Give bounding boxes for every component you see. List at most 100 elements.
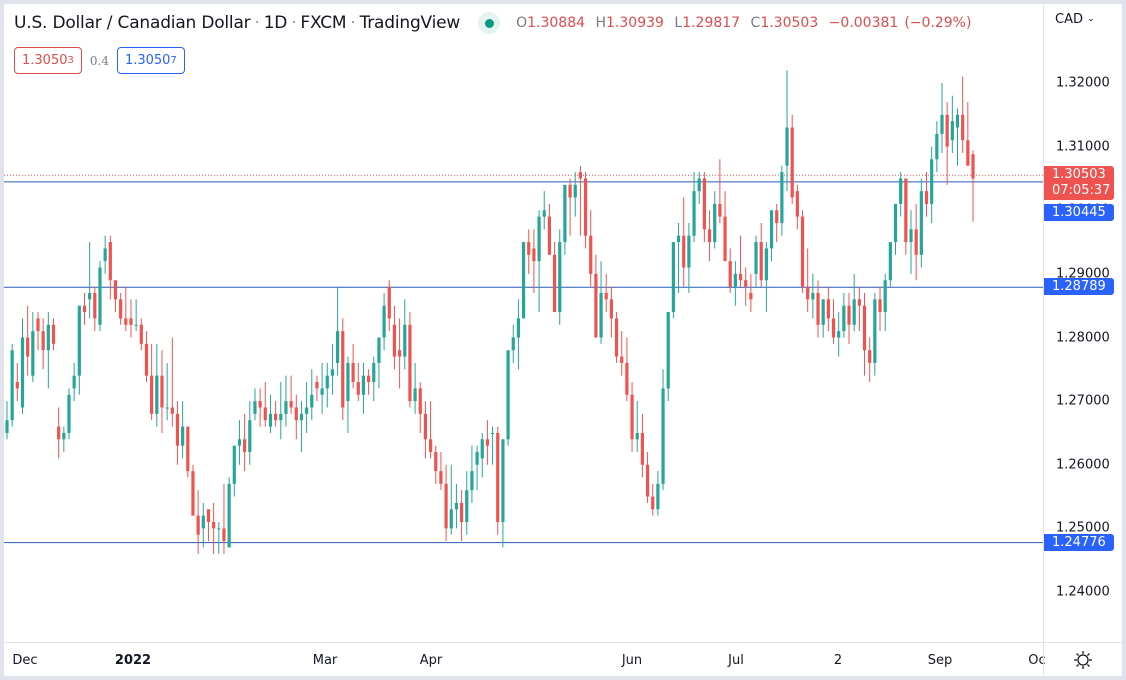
candle xyxy=(780,165,784,236)
price-tick: 1.27000 xyxy=(1056,393,1110,409)
candle xyxy=(263,382,267,427)
candle xyxy=(764,242,768,313)
candle xyxy=(336,286,340,376)
candle xyxy=(243,413,247,472)
candle xyxy=(816,280,820,338)
candle xyxy=(201,502,205,548)
candle xyxy=(346,356,350,433)
candle xyxy=(470,445,474,503)
currency-selector[interactable]: CAD ⌄ xyxy=(1055,12,1095,27)
candle xyxy=(620,331,624,376)
candle xyxy=(196,490,200,554)
time-label: Dec xyxy=(12,653,38,668)
candle xyxy=(862,292,867,376)
candle xyxy=(217,522,221,554)
candle xyxy=(88,242,92,319)
candle xyxy=(294,394,298,440)
candle xyxy=(98,261,102,332)
candle xyxy=(299,401,304,453)
candle xyxy=(155,343,159,427)
open-value: 1.30884 xyxy=(527,15,586,31)
candle xyxy=(377,337,381,389)
candle xyxy=(392,305,397,370)
time-axis[interactable]: Dec 2022 Mar Apr Jun Jul 2 Sep Oc xyxy=(4,642,1046,676)
candle xyxy=(842,292,846,338)
candle xyxy=(640,413,644,478)
candle xyxy=(108,235,112,300)
market-open-status-icon[interactable] xyxy=(478,12,501,34)
candle xyxy=(625,337,629,402)
candle xyxy=(852,273,856,332)
candle xyxy=(423,401,428,459)
candle xyxy=(20,318,25,414)
candle xyxy=(31,312,35,383)
candlestick-series xyxy=(4,70,1043,554)
horizontal-line-price-label: 1.24776 xyxy=(1044,533,1114,551)
candle xyxy=(878,286,882,332)
candle xyxy=(692,172,696,243)
candle xyxy=(532,229,536,293)
candle xyxy=(614,312,619,363)
chart-settings-button[interactable] xyxy=(1043,642,1122,676)
candle xyxy=(501,439,505,548)
candle xyxy=(682,197,686,287)
candle xyxy=(940,83,944,153)
candle xyxy=(325,362,329,408)
candle xyxy=(578,165,583,236)
candle xyxy=(893,203,898,255)
candle xyxy=(604,273,608,313)
price-tick: 1.24000 xyxy=(1056,584,1110,600)
candle xyxy=(444,464,448,542)
candle xyxy=(62,426,66,453)
candle xyxy=(847,292,851,344)
candle xyxy=(537,210,541,313)
candle xyxy=(134,299,138,332)
candle xyxy=(232,445,236,497)
price-tick: 1.28000 xyxy=(1056,330,1110,345)
candle xyxy=(806,248,810,313)
price-tick: 1.25000 xyxy=(1056,520,1110,536)
candle xyxy=(248,401,252,465)
time-label: Mar xyxy=(312,653,338,668)
chart-plot-area[interactable] xyxy=(4,4,1043,642)
candle xyxy=(521,242,526,319)
candle xyxy=(573,172,577,217)
candle xyxy=(186,426,190,478)
symbol-title[interactable]: U.S. Dollar / Canadian Dollar · 1D · FXCM · Tr… xyxy=(14,13,461,33)
candle xyxy=(475,445,479,491)
candle xyxy=(868,337,872,383)
candle xyxy=(831,299,836,344)
time-label: Jul xyxy=(728,653,744,668)
candle xyxy=(930,146,934,223)
buy-sell-panel: 1.3050 3 0.4 1.3050 7 xyxy=(14,47,185,74)
price-tick: 1.29000 xyxy=(1056,266,1110,282)
candle xyxy=(723,191,727,262)
price-axis[interactable]: 1.320001.310001.300001.290001.280001.270… xyxy=(1043,4,1122,642)
candle xyxy=(72,362,76,402)
candle xyxy=(511,324,515,363)
time-label: 2022 xyxy=(114,653,152,668)
high-value: 1.30939 xyxy=(606,15,664,31)
candle xyxy=(552,242,557,313)
candle xyxy=(181,401,185,459)
buy-button[interactable]: 1.3050 7 xyxy=(116,47,185,74)
gear-icon xyxy=(1074,650,1092,669)
candle xyxy=(41,318,45,370)
candle xyxy=(170,337,174,427)
candle xyxy=(656,471,660,516)
candle xyxy=(175,401,180,465)
candle xyxy=(26,305,30,376)
sell-button[interactable]: 1.3050 3 xyxy=(14,47,82,74)
candle xyxy=(945,102,949,185)
candle xyxy=(676,222,681,293)
candle xyxy=(697,172,701,204)
candle xyxy=(212,502,216,554)
candle xyxy=(594,254,598,338)
candle xyxy=(919,178,923,268)
candle xyxy=(671,242,675,319)
data-source: TradingView xyxy=(359,13,461,33)
time-label: Oc xyxy=(1028,653,1046,668)
candle xyxy=(268,394,273,433)
candle xyxy=(754,235,758,287)
candle xyxy=(516,299,521,370)
